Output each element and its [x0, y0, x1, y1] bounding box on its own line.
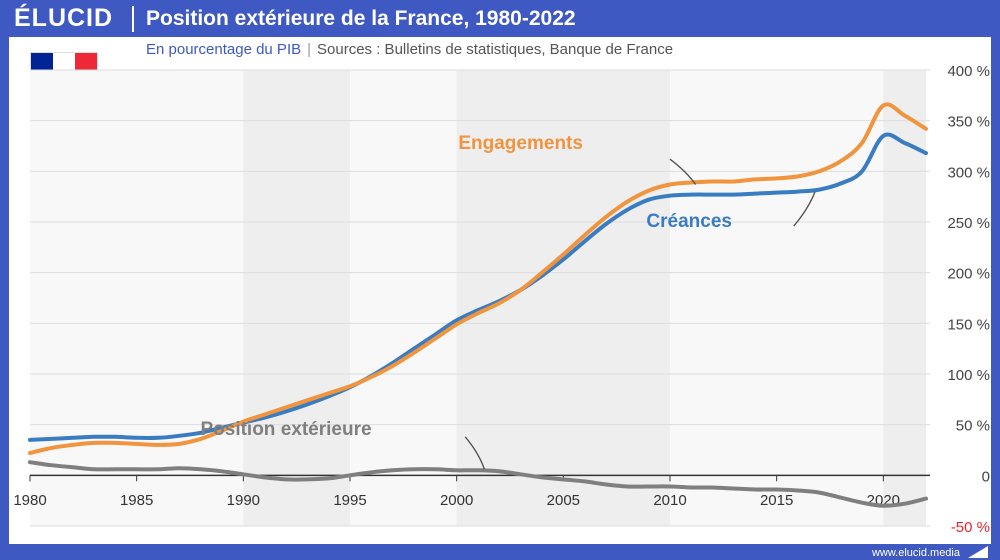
callout-lines — [464, 158, 816, 470]
brand-logo[interactable]: ÉLUCID — [14, 4, 114, 32]
x-tick-label: 1990 — [227, 492, 260, 509]
series-line-position-exterieure — [28, 460, 928, 508]
callout-creances — [793, 191, 816, 227]
y-tick-label: 150 % — [947, 316, 990, 333]
brand-mark-icon — [968, 546, 988, 558]
callout-engagements — [669, 158, 697, 185]
series-lines — [28, 102, 928, 508]
sources-label: Sources : Bulletins de statistiques, Ban… — [317, 41, 674, 58]
x-axis-ticks: 1980 1985 1990 1995 2000 2005 2010 2015 2020 — [13, 475, 900, 509]
x-tick-label: 2010 — [653, 492, 686, 509]
header-bar: ÉLUCID Position extérieure de la France,… — [0, 0, 1000, 37]
shaded-band-0 — [243, 70, 350, 526]
x-tick-label: 1980 — [13, 492, 46, 509]
unit-label: En pourcentage du PIB — [146, 41, 302, 58]
y-tick-label: 250 % — [947, 215, 990, 232]
series-label-creances: Créances — [646, 211, 732, 232]
site-link[interactable]: www.elucid.media — [871, 547, 960, 559]
series-label-engagements: Engagements — [458, 133, 583, 154]
shaded-band-1 — [456, 70, 670, 526]
page-title: Position extérieure de la France, 1980-2… — [146, 6, 576, 30]
y-tick-label: 50 % — [956, 418, 990, 435]
x-tick-label: 2005 — [547, 492, 580, 509]
callout-position-exterieure — [464, 436, 486, 470]
footer-bar: www.elucid.media — [0, 544, 1000, 560]
y-tick-label: 0 — [982, 468, 990, 485]
x-tick-label: 1985 — [120, 492, 153, 509]
x-tick-label: 1995 — [333, 492, 366, 509]
y-tick-label: -50 % — [951, 519, 990, 536]
chart-subtitle: En pourcentage du PIB | Sources : Bulletin… — [146, 41, 673, 58]
y-tick-label: 200 % — [947, 266, 990, 283]
x-tick-label: 2000 — [440, 492, 473, 509]
y-tick-label: 100 % — [947, 367, 990, 384]
y-axis-ticks: 400 % 350 % 300 % 250 % 200 % 150 % 100 % 50 % 0… — [947, 63, 990, 536]
series-labels: Engagements Créances Position extérieure — [200, 133, 732, 440]
y-tick-label: 350 % — [947, 114, 990, 131]
header-divider — [132, 5, 134, 32]
gridlines — [30, 69, 930, 527]
subtitle-separator: | — [307, 41, 312, 58]
y-tick-label: 300 % — [947, 164, 990, 181]
shaded-bands — [30, 70, 926, 526]
y-tick-label: 400 % — [947, 63, 990, 80]
series-line-engagements — [28, 102, 928, 455]
series-label-position-exterieure: Position extérieure — [200, 419, 371, 440]
x-tick-label: 2015 — [760, 492, 793, 509]
series-line-creances — [28, 132, 928, 442]
shaded-band-2 — [883, 70, 926, 526]
